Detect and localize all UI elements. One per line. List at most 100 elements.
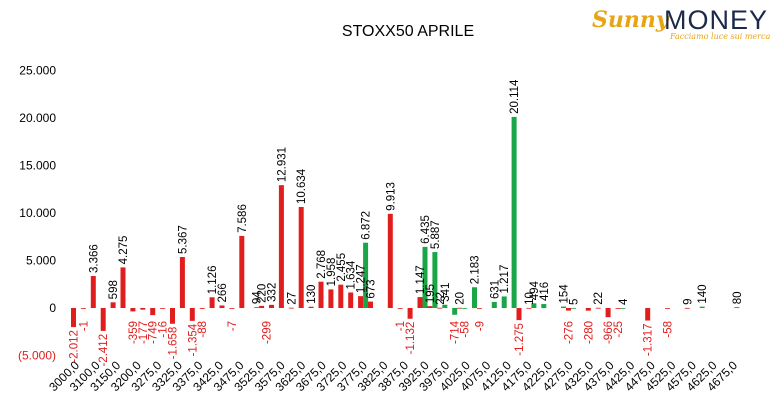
put-bar bbox=[437, 307, 443, 309]
call-bar bbox=[511, 116, 517, 308]
data-label: -280 bbox=[583, 321, 595, 344]
data-label: -25 bbox=[613, 321, 625, 338]
data-label: 6.872 bbox=[361, 211, 373, 240]
put-bar bbox=[170, 308, 175, 324]
data-label: 220 bbox=[257, 284, 269, 303]
data-label: 416 bbox=[539, 282, 551, 301]
data-label: 195 bbox=[425, 284, 437, 303]
put-bar bbox=[338, 284, 344, 308]
put-bar bbox=[358, 296, 364, 308]
put-bar bbox=[150, 308, 156, 316]
put-bar bbox=[684, 307, 690, 309]
data-label: 1.634 bbox=[346, 260, 358, 289]
data-label: 598 bbox=[108, 280, 120, 299]
data-label: 7.586 bbox=[237, 204, 249, 233]
data-label: -1.354 bbox=[187, 323, 199, 356]
data-label: 10.634 bbox=[296, 168, 308, 204]
put-bar bbox=[120, 267, 126, 308]
put-bar bbox=[179, 257, 185, 308]
data-label: -1.132 bbox=[405, 322, 417, 355]
put-bar bbox=[189, 308, 195, 321]
put-bar bbox=[734, 307, 740, 309]
put-bar bbox=[457, 307, 463, 309]
call-bar bbox=[561, 306, 567, 308]
data-labels: -2.012-13.366-2.4125984.275-359-177-749-… bbox=[69, 79, 744, 367]
call-bar bbox=[472, 287, 477, 308]
put-bar bbox=[566, 308, 571, 311]
data-label: -1.275 bbox=[514, 323, 526, 356]
y-axis: (5.000) 0 5.000 10.000 15.000 20.000 25.000 bbox=[18, 64, 56, 363]
data-label: 1.126 bbox=[207, 266, 219, 295]
data-label: -299 bbox=[262, 321, 274, 344]
put-bar bbox=[100, 308, 106, 331]
put-bar bbox=[348, 292, 354, 308]
put-bar bbox=[199, 308, 205, 309]
put-bar bbox=[209, 297, 215, 308]
data-label: 494 bbox=[529, 281, 541, 301]
data-label: 9.913 bbox=[385, 182, 397, 211]
put-bar bbox=[368, 301, 373, 308]
put-bar bbox=[140, 308, 146, 310]
data-label: 1.217 bbox=[499, 265, 511, 294]
data-label: 5.367 bbox=[177, 225, 189, 254]
put-bar bbox=[229, 308, 235, 309]
logo-brand-sunny: Sunny bbox=[592, 7, 669, 33]
data-label: 22 bbox=[593, 292, 605, 305]
data-label: 2.768 bbox=[316, 250, 328, 279]
data-label: -58 bbox=[663, 321, 675, 338]
put-bar bbox=[110, 302, 116, 308]
data-label: 9 bbox=[682, 299, 694, 305]
put-bar bbox=[239, 235, 245, 308]
data-label: -9 bbox=[474, 321, 486, 331]
put-bar bbox=[278, 185, 284, 308]
put-bar bbox=[80, 308, 86, 309]
call-bar bbox=[620, 307, 626, 309]
put-bar bbox=[298, 206, 304, 308]
put-bar bbox=[269, 304, 274, 308]
put-bar bbox=[259, 305, 265, 308]
put-bar bbox=[308, 306, 314, 308]
call-bar bbox=[462, 308, 468, 309]
put-bar bbox=[427, 306, 433, 308]
data-label: 130 bbox=[306, 285, 318, 304]
data-label: -359 bbox=[128, 321, 140, 344]
data-label: 2.455 bbox=[336, 253, 348, 282]
call-bar bbox=[452, 308, 458, 315]
data-label: 10 bbox=[524, 292, 536, 305]
logo-tagline: Facciamo luce sui mercati bbox=[670, 32, 770, 41]
data-label: -749 bbox=[148, 321, 160, 344]
y-tick-label: 10.000 bbox=[19, 206, 56, 220]
data-label: 154 bbox=[559, 284, 571, 304]
y-tick-label: 5.000 bbox=[26, 254, 56, 268]
call-bar bbox=[571, 307, 576, 309]
y-tick-label: (5.000) bbox=[18, 349, 56, 363]
data-label: -88 bbox=[197, 321, 209, 338]
data-label: 12.931 bbox=[276, 147, 288, 182]
put-bar bbox=[417, 297, 423, 308]
put-bar bbox=[476, 308, 482, 309]
data-label: -276 bbox=[564, 321, 576, 344]
put-bar bbox=[328, 289, 334, 308]
data-label: 5 bbox=[569, 299, 581, 305]
logo-brand-money: MONEY bbox=[664, 5, 769, 35]
call-bar bbox=[432, 252, 438, 308]
put-bar bbox=[516, 308, 522, 321]
y-tick-label: 25.000 bbox=[19, 64, 56, 78]
data-label: -1.317 bbox=[643, 324, 655, 357]
data-label: -2.012 bbox=[69, 330, 81, 363]
bars bbox=[71, 116, 740, 331]
data-label: 341 bbox=[440, 283, 452, 302]
y-tick-label: 0 bbox=[49, 301, 56, 315]
data-label: -1.658 bbox=[168, 327, 180, 360]
call-bar bbox=[254, 307, 260, 308]
put-bar bbox=[615, 308, 621, 309]
data-label: -177 bbox=[138, 321, 150, 344]
put-bar bbox=[90, 276, 96, 308]
y-tick-label: 15.000 bbox=[19, 159, 56, 173]
data-label: 6.435 bbox=[420, 215, 432, 244]
x-axis: 3000,03100,03150,03200,03275,03325,03375… bbox=[46, 358, 740, 394]
put-bar bbox=[71, 308, 76, 328]
data-label: -16 bbox=[158, 321, 170, 338]
call-bar bbox=[501, 296, 507, 308]
